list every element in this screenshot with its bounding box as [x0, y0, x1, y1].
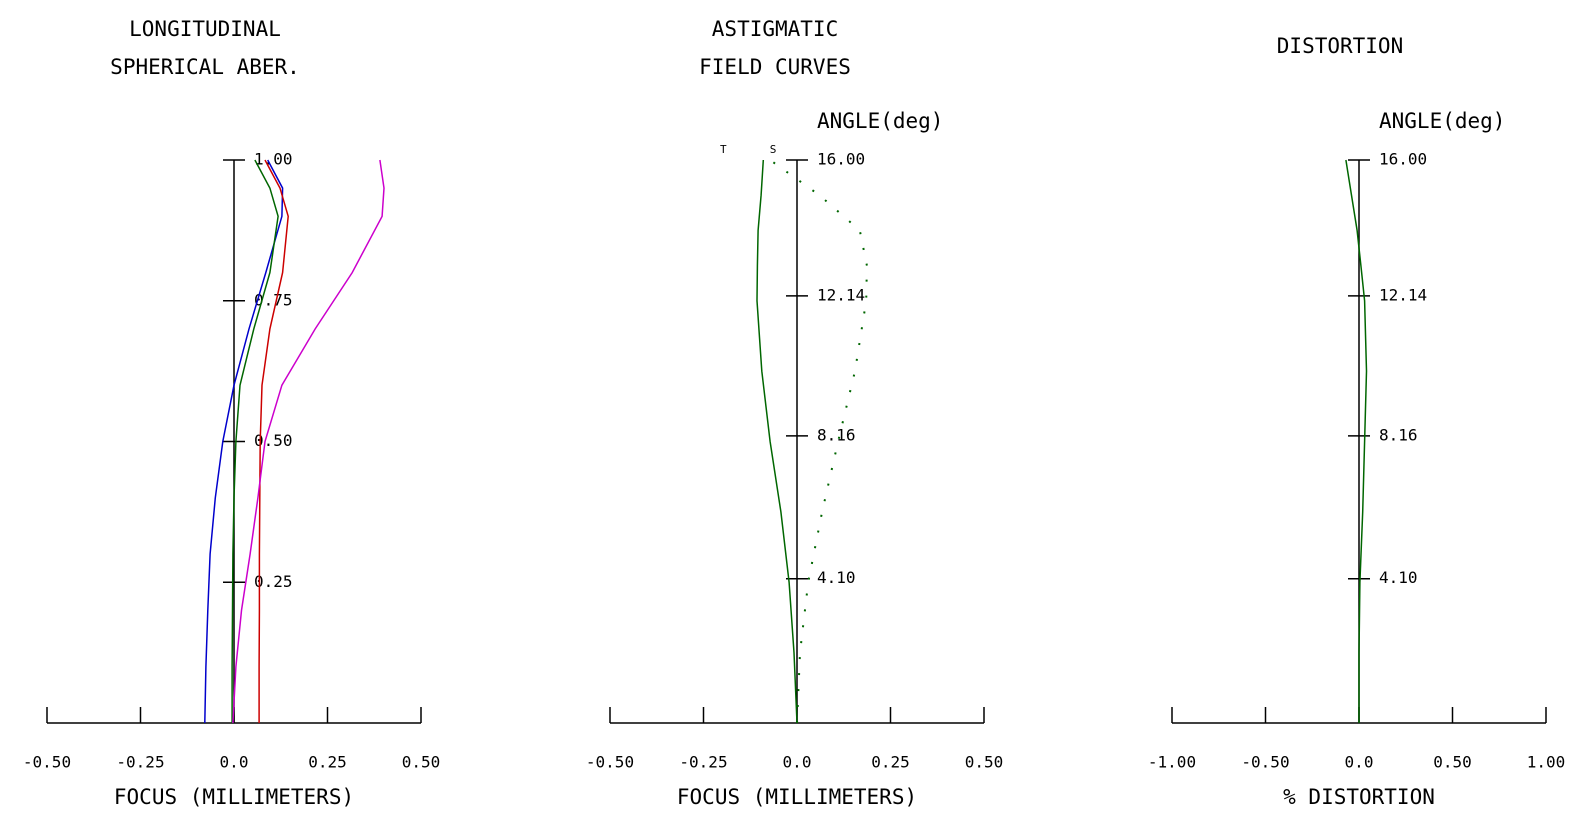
- x-tick-label: -1.00: [1148, 753, 1196, 772]
- y-tick-label: 12.14: [1379, 285, 1427, 304]
- x-tick-label: -0.50: [1241, 753, 1289, 772]
- x-axis-label: FOCUS (MILLIMETERS): [677, 785, 917, 809]
- chart-title: SPHERICAL ABER.: [110, 55, 300, 79]
- x-tick-label: 0.50: [965, 753, 1004, 772]
- curve: [232, 159, 385, 724]
- x-tick-label: 0.0: [783, 753, 812, 772]
- x-tick-label: -0.25: [116, 753, 164, 772]
- x-tick-label: 0.50: [402, 753, 441, 772]
- y-tick-label: 0.50: [254, 431, 293, 450]
- y-tick-label: 0.25: [254, 572, 293, 591]
- x-axis-label: % DISTORTION: [1283, 785, 1435, 809]
- y-tick-label: 8.16: [1379, 425, 1418, 444]
- x-tick-label: -0.50: [23, 753, 71, 772]
- x-tick-label: 0.0: [1345, 753, 1374, 772]
- x-tick-label: 0.50: [1433, 753, 1472, 772]
- series-label: T: [720, 143, 727, 156]
- x-axis-label: FOCUS (MILLIMETERS): [114, 785, 354, 809]
- y-axis-label: ANGLE(deg): [817, 109, 943, 133]
- y-tick-label: 16.00: [817, 150, 865, 169]
- y-tick-label: 12.14: [817, 285, 865, 304]
- curve: [756, 159, 798, 724]
- chart-title: FIELD CURVES: [699, 55, 851, 79]
- curve: [258, 159, 289, 723]
- curve: [204, 159, 284, 724]
- curve: [1345, 159, 1368, 723]
- x-tick-label: -0.50: [586, 753, 634, 772]
- x-tick-label: 1.00: [1527, 753, 1566, 772]
- y-tick-label: 8.16: [817, 425, 856, 444]
- y-tick-label: 16.00: [1379, 150, 1427, 169]
- x-tick-label: 0.0: [220, 753, 249, 772]
- y-axis-label: ANGLE(deg): [1379, 109, 1505, 133]
- x-tick-label: 0.25: [308, 753, 347, 772]
- y-tick-label: 4.10: [817, 568, 856, 587]
- curve: [231, 159, 279, 723]
- chart-title: LONGITUDINAL: [129, 17, 281, 41]
- y-tick-label: 4.10: [1379, 568, 1418, 587]
- x-tick-label: -0.25: [679, 753, 727, 772]
- chart-title: ASTIGMATIC: [712, 17, 838, 41]
- y-tick-label: 1.00: [254, 150, 293, 169]
- series-label: S: [770, 143, 777, 156]
- x-tick-label: 0.25: [871, 753, 910, 772]
- chart-title: DISTORTION: [1277, 34, 1403, 58]
